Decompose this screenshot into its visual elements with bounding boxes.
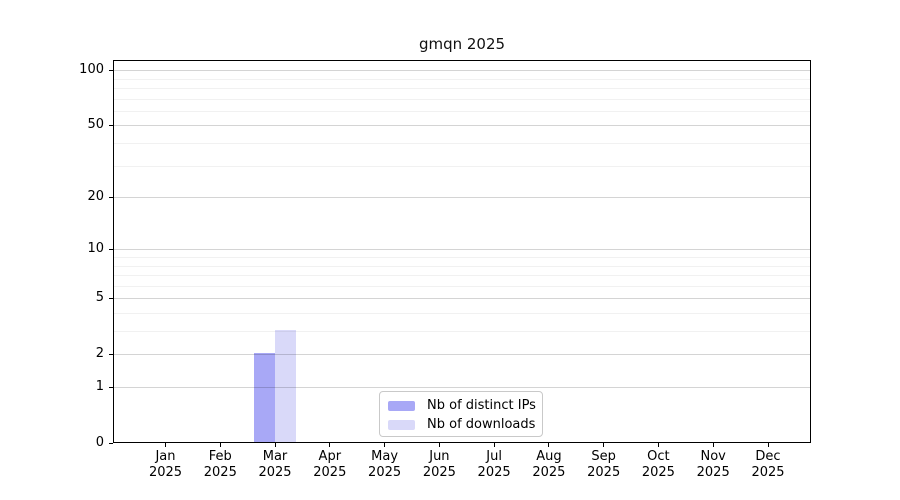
x-tick-mark [767, 443, 769, 447]
x-tick-mark [329, 443, 331, 447]
y-tick-label: 2 [95, 346, 104, 362]
x-tick-mark [274, 443, 276, 447]
legend-item-downloads: Nb of downloads [388, 415, 542, 434]
y-tick-mark [109, 196, 113, 198]
x-tick-mark [548, 443, 550, 447]
bars-layer [114, 61, 810, 442]
y-tick-mark [109, 124, 113, 126]
y-tick-mark [109, 69, 113, 71]
y-tick-label: 100 [79, 62, 104, 78]
y-tick-label: 10 [87, 241, 104, 257]
x-tick-mark [165, 443, 166, 447]
legend-swatch-distinct-ips [388, 400, 415, 411]
x-tick-label: Apr 2025 [313, 449, 347, 480]
x-tick-label: May 2025 [368, 449, 402, 480]
y-tick-label: 5 [95, 290, 104, 306]
legend-swatch-downloads [388, 419, 415, 430]
y-tick-label: 0 [95, 435, 104, 450]
y-tick-label: 20 [87, 189, 104, 204]
chart-title: gmqn 2025 [418, 35, 506, 53]
x-tick-mark [657, 443, 659, 447]
y-tick-mark [109, 248, 113, 250]
x-tick-label: Jul 2025 [477, 449, 511, 480]
bar-mar-1 [275, 330, 297, 442]
x-tick-label: Jan 2025 [148, 449, 183, 480]
x-tick-mark [603, 443, 605, 447]
y-tick-mark [109, 442, 113, 444]
bar-mar-0 [254, 353, 276, 442]
x-tick-label: Dec 2025 [751, 449, 785, 480]
x-tick-mark [712, 443, 714, 447]
y-tick-mark [109, 353, 113, 355]
legend-item-distinct-ips: Nb of distinct IPs [388, 396, 542, 415]
legend-label-distinct-ips: Nb of distinct IPs [427, 398, 536, 413]
y-tick-mark [109, 386, 113, 388]
x-tick-label: Sep 2025 [587, 449, 621, 480]
y-tick-label: 1 [95, 379, 104, 394]
plot-area [113, 60, 811, 443]
x-tick-mark [438, 443, 440, 447]
y-tick-label: 50 [87, 117, 104, 133]
x-tick-label: Mar 2025 [258, 449, 292, 480]
x-tick-mark [493, 443, 495, 447]
y-tick-mark [109, 297, 113, 299]
x-tick-label: Jun 2025 [422, 449, 456, 480]
x-tick-label: Feb 2025 [203, 449, 237, 480]
legend-label-downloads: Nb of downloads [427, 417, 536, 432]
x-tick-label: Nov 2025 [696, 449, 730, 480]
x-tick-label: Aug 2025 [532, 449, 566, 480]
x-tick-label: Oct 2025 [641, 449, 675, 480]
legend: Nb of distinct IPs Nb of downloads [379, 391, 543, 437]
x-tick-mark [219, 443, 221, 447]
x-tick-mark [384, 443, 386, 447]
